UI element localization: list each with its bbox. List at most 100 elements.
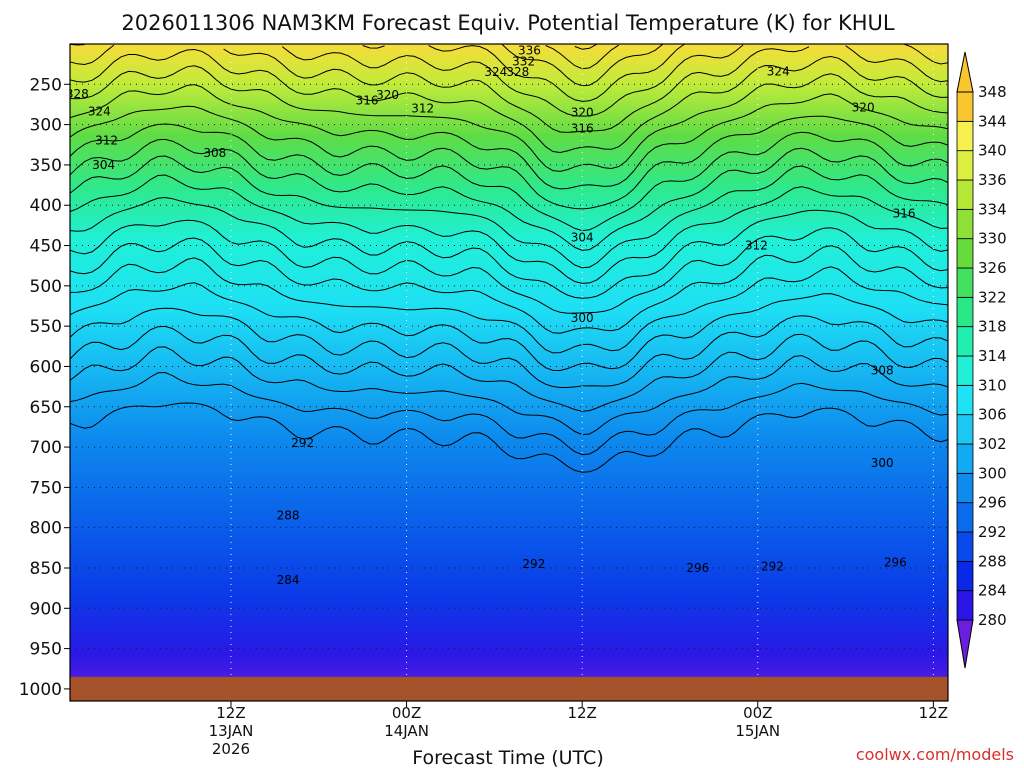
x-tick-label: 00Z <box>743 704 772 722</box>
colorbar-tick-label: 292 <box>978 523 1007 541</box>
colorbar-tick-label: 348 <box>978 83 1007 101</box>
y-tick-label: 1000 <box>19 680 62 700</box>
contour-line-316 <box>70 219 948 314</box>
colorbar-segment <box>956 150 974 181</box>
contour-label: 312 <box>95 134 118 148</box>
chart-title: 2026011306 NAM3KM Forecast Equiv. Potent… <box>121 11 895 35</box>
y-tick-label: 300 <box>30 116 62 136</box>
y-tick-label: 500 <box>30 277 62 297</box>
colorbar-tick-label: 314 <box>978 347 1007 365</box>
y-tick-label: 250 <box>30 75 62 95</box>
colorbar-segment <box>956 120 974 152</box>
contour-line-310 <box>70 282 948 372</box>
colorbar-tick-label: 306 <box>978 406 1007 424</box>
x-axis-label: Forecast Time (UTC) <box>412 747 603 768</box>
contour-label: 316 <box>893 206 916 220</box>
contour-line-324 <box>70 138 948 251</box>
x-tick-date: 15JAN <box>735 722 780 740</box>
colorbar-segment <box>956 296 974 328</box>
colorbar-tick-label: 334 <box>978 200 1007 218</box>
contour-label: 300 <box>871 456 894 470</box>
contour-line-346 <box>574 44 598 50</box>
contour-line-340 <box>362 44 685 102</box>
y-tick-label: 750 <box>30 478 62 498</box>
colorbar-segment <box>956 91 974 122</box>
x-tick-label: 12Z <box>567 704 596 722</box>
contour-line-308 <box>70 307 948 388</box>
credit-text: coolwx.com/models <box>856 745 1014 764</box>
contour-line-330 <box>70 84 948 190</box>
colorbar-tick-label: 300 <box>978 464 1007 482</box>
y-tick-label: 650 <box>30 398 62 418</box>
contour-label: 336 <box>518 43 541 57</box>
colorbar-segment <box>956 472 974 504</box>
contour-line-334 <box>70 48 948 154</box>
colorbar-tick-label: 288 <box>978 552 1007 570</box>
colorbar-tick-label: 302 <box>978 435 1007 453</box>
contour-line-336 <box>70 44 948 133</box>
contour-line-304 <box>70 346 948 436</box>
contour-label: 296 <box>884 555 907 569</box>
contour-line-300 <box>70 402 948 473</box>
y-tick-label: 900 <box>30 599 62 619</box>
contour-label: 296 <box>686 561 709 575</box>
colorbar: 280 284 288 292 296 300 302 306 310 314 318 322 326 3… <box>956 51 1007 669</box>
colorbar-tick-label: 336 <box>978 171 1007 189</box>
colorbar-lower-arrow <box>956 619 974 669</box>
colorbar-tick-label: 284 <box>978 582 1007 600</box>
contour-label: 304 <box>571 230 594 244</box>
colorbar-segment <box>956 531 974 562</box>
contour-label: 308 <box>871 363 894 377</box>
colorbar-tick-label: 340 <box>978 142 1007 160</box>
y-tick-label: 350 <box>30 156 62 176</box>
color-bands <box>70 44 948 701</box>
colorbar-segment <box>956 326 974 357</box>
colorbar-upper-arrow <box>956 51 974 93</box>
colorbar-segment <box>956 502 974 533</box>
colorbar-segment <box>956 384 974 416</box>
contour-label: 288 <box>277 509 300 523</box>
contour-label: 292 <box>761 559 784 573</box>
colorbar-segment <box>956 355 974 386</box>
contour-label: 324 <box>88 105 111 119</box>
contour-label: 320 <box>852 101 875 115</box>
contour-line-322 <box>70 155 948 269</box>
colorbar-tick-label: 326 <box>978 259 1007 277</box>
y-tick-label: 400 <box>30 196 62 216</box>
colorbar-tick-label: 322 <box>978 288 1007 306</box>
y-tick-label: 450 <box>30 237 62 257</box>
y-tick-label: 800 <box>30 519 62 539</box>
contour-line-302 <box>70 371 948 456</box>
colorbar-tick-label: 318 <box>978 318 1007 336</box>
contour-label: 292 <box>522 557 545 571</box>
contour-line-318 <box>70 196 948 299</box>
contour-line-314 <box>70 237 948 334</box>
y-axis: 250 300 350 400 450 500 550 600 650 700 750 800 850 9… <box>19 75 70 700</box>
contour-label: 328 <box>506 65 529 79</box>
gridlines <box>70 44 948 701</box>
y-tick-label: 850 <box>30 559 62 579</box>
field-background <box>70 44 948 701</box>
contour-line-320 <box>70 174 948 284</box>
contour-line-328 <box>70 105 948 210</box>
y-tick-label: 700 <box>30 438 62 458</box>
contour-label: 312 <box>411 101 434 115</box>
colorbar-segment <box>956 590 974 621</box>
contour-line-342 <box>501 44 664 87</box>
x-tick-year: 2026 <box>212 740 250 758</box>
contour-line-312 <box>70 257 948 354</box>
plot-frame <box>69 43 949 702</box>
contour-lines <box>70 44 948 473</box>
ground-surface <box>70 676 948 701</box>
colorbar-segment <box>956 560 974 592</box>
contour-label: 312 <box>745 239 768 253</box>
colorbar-tick-label: 280 <box>978 611 1007 629</box>
colorbar-segment <box>956 238 974 269</box>
colorbar-segment <box>956 208 974 240</box>
x-tick-label: 12Z <box>919 704 948 722</box>
contour-label: 284 <box>277 573 300 587</box>
contour-line-332 <box>70 65 948 172</box>
contour-label: 304 <box>92 158 115 172</box>
